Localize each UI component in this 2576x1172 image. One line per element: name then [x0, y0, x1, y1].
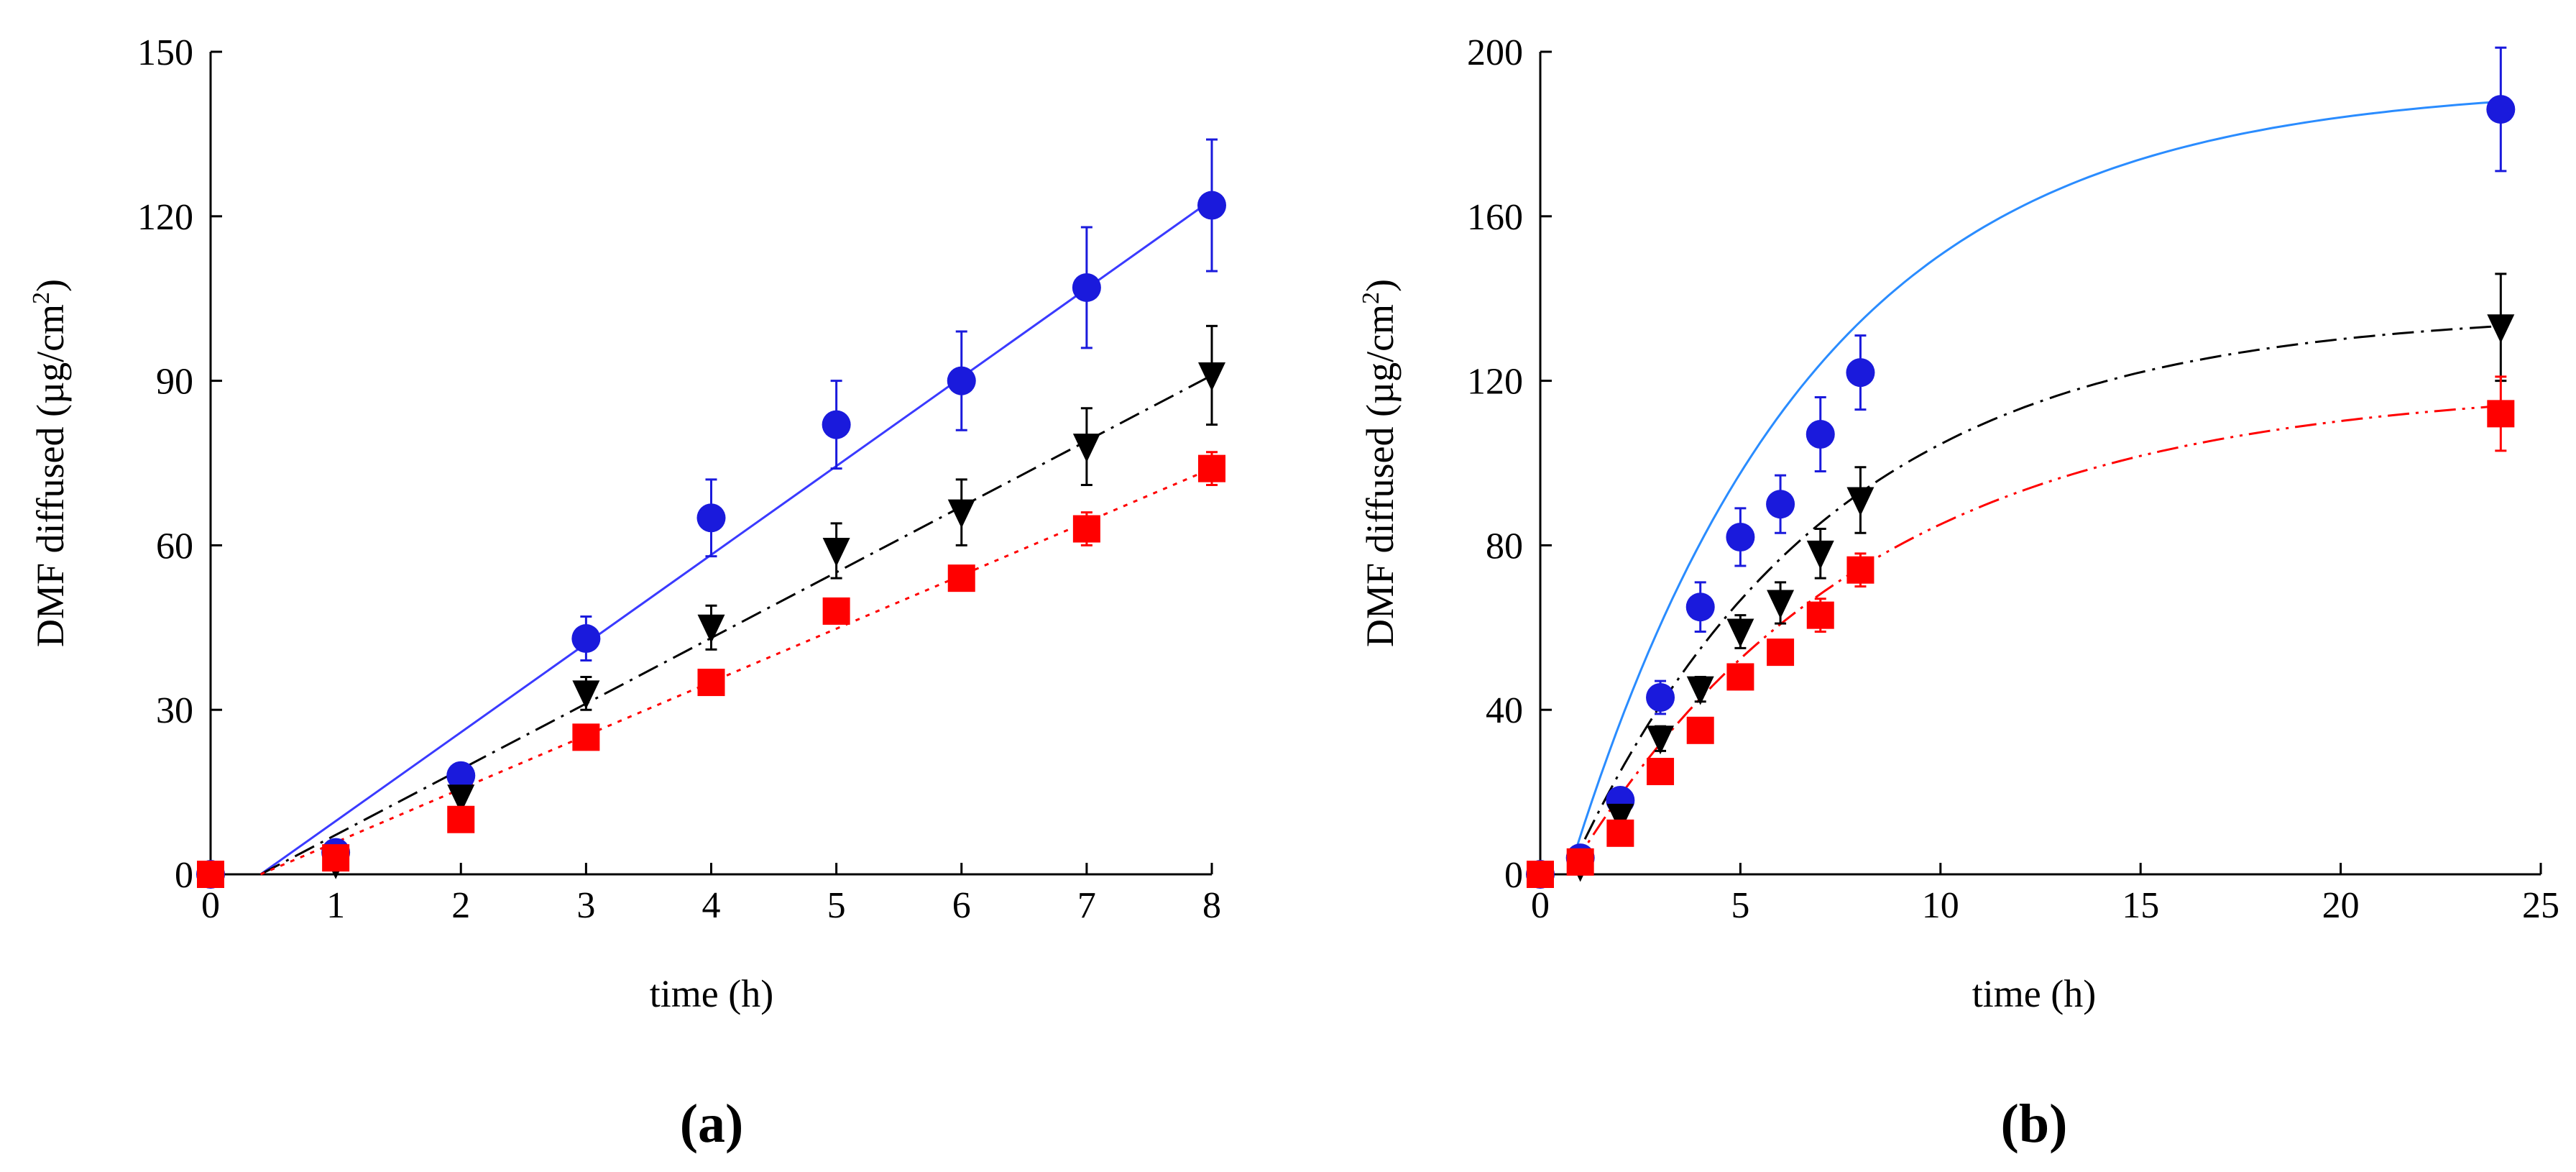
chart-a-ytick-label: 0 — [175, 855, 193, 896]
chart-b-point-squares — [1527, 861, 1554, 888]
chart-a-fit-lines — [259, 198, 1213, 876]
chart-a-point-triangles — [697, 614, 725, 644]
chart-b-ytick-label: 80 — [1486, 526, 1523, 567]
chart-a-point-squares — [947, 564, 975, 592]
chart-a-x-title: time (h) — [650, 972, 773, 1015]
chart-b: 0 5 10 15 20 25 0 40 80 120 160 200 time (h) DMF di… — [1358, 32, 2559, 1154]
chart-a-xtick-label: 1 — [326, 885, 345, 926]
chart-a-ytick-label: 120 — [137, 197, 193, 238]
chart-b-point-squares — [1767, 638, 1795, 667]
chart-a-xtick-label: 3 — [576, 885, 595, 926]
chart-b-point-triangles — [1846, 487, 1874, 516]
chart-a-point-squares — [697, 669, 725, 697]
chart-a-point-squares — [1072, 515, 1100, 543]
chart-b-point-squares — [1566, 848, 1594, 876]
chart-b-fit-circles — [1567, 101, 2497, 875]
chart-a-point-circles — [571, 624, 601, 654]
chart-b-xtick-label: 20 — [2322, 885, 2360, 926]
chart-a-point-squares — [447, 805, 475, 833]
chart-b-panel-label: (b) — [2001, 1094, 2068, 1154]
chart-b-point-squares — [1726, 663, 1754, 691]
chart-b-error-bars — [1574, 46, 2507, 871]
chart-a-xtick-label: 5 — [827, 885, 846, 926]
chart-b-xtick-label: 5 — [1731, 885, 1749, 926]
chart-a-xtick-label: 2 — [451, 885, 470, 926]
chart-a-point-circles — [822, 410, 851, 439]
chart-a-markers — [196, 191, 1226, 889]
chart-b-point-circles — [1846, 358, 1875, 388]
chart-a-xtick-label: 7 — [1077, 885, 1096, 926]
chart-a-point-squares — [1198, 454, 1225, 482]
chart-a-xtick-label: 6 — [952, 885, 971, 926]
chart-b-ytick-label: 0 — [1504, 855, 1523, 896]
chart-a-panel-label: (a) — [680, 1094, 744, 1154]
chart-b-point-squares — [1647, 758, 1675, 785]
chart-a-fit-circles — [259, 198, 1213, 876]
chart-a-point-circles — [696, 503, 726, 533]
chart-a-point-squares — [572, 723, 600, 751]
chart-b-point-circles — [2486, 95, 2516, 124]
chart-a-ytick-label: 90 — [156, 362, 193, 403]
chart-b-ytick-label: 120 — [1467, 362, 1523, 403]
chart-b-point-squares — [1806, 601, 1834, 629]
chart-a-error-bars — [330, 138, 1218, 870]
chart-a-point-circles — [947, 366, 976, 395]
chart-b-fit-lines — [1567, 101, 2497, 875]
chart-a-point-circles — [1197, 191, 1226, 220]
chart-b-point-squares — [1846, 556, 1874, 584]
chart-a-ticks: 0 1 2 3 4 5 6 7 8 0 30 60 90 120 150 — [137, 32, 1221, 926]
chart-b-point-triangles — [1726, 618, 1754, 648]
chart-b-point-squares — [1686, 716, 1714, 744]
chart-b-ytick-label: 200 — [1467, 32, 1523, 73]
chart-a-ytick-label: 60 — [156, 526, 193, 567]
chart-a-point-circles — [446, 761, 476, 790]
chart-b-point-triangles — [1647, 725, 1675, 755]
chart-b-point-triangles — [1806, 540, 1834, 569]
chart-a-ytick-label: 30 — [156, 690, 193, 731]
chart-b-ticks: 0 5 10 15 20 25 0 40 80 120 160 200 — [1467, 32, 2559, 926]
chart-b-xtick-label: 15 — [2122, 885, 2159, 926]
chart-b-ytick-label: 160 — [1467, 197, 1523, 238]
chart-a-point-triangles — [447, 784, 475, 814]
chart-b-point-circles — [1726, 522, 1755, 551]
chart-b-point-triangles — [2487, 314, 2515, 344]
chart-a-point-squares — [197, 861, 224, 888]
chart-b-xtick-label: 0 — [1531, 885, 1550, 926]
chart-b-fit-squares — [1567, 405, 2497, 875]
chart-a-point-squares — [822, 597, 850, 625]
chart-a-point-triangles — [822, 538, 850, 567]
chart-b-point-circles — [1685, 592, 1715, 622]
chart-b-xtick-label: 25 — [2522, 885, 2559, 926]
chart-a-point-triangles — [572, 680, 600, 710]
chart-b-point-squares — [1606, 819, 1634, 847]
chart-a-xtick-label: 0 — [201, 885, 220, 926]
chart-b-markers — [1526, 95, 2516, 889]
chart-a-ytick-label: 150 — [137, 32, 193, 73]
chart-b-point-circles — [1806, 419, 1835, 449]
chart-a-fit-squares — [260, 467, 1213, 876]
chart-b-point-squares — [2487, 400, 2515, 428]
chart-a-point-squares — [322, 844, 350, 872]
chart-a-xtick-label: 4 — [702, 885, 721, 926]
chart-a-xtick-label: 8 — [1202, 885, 1221, 926]
chart-a-point-circles — [1072, 273, 1101, 302]
chart-b-point-circles — [1646, 683, 1675, 713]
chart-b-y-title: DMF diffused (µg/cm2) — [1358, 279, 1402, 647]
chart-b-point-triangles — [1606, 803, 1634, 833]
chart-b-x-title: time (h) — [1972, 972, 2096, 1015]
chart-a-fit-triangles — [259, 374, 1213, 876]
chart-b-xtick-label: 10 — [1922, 885, 1959, 926]
chart-a: 0 1 2 3 4 5 6 7 8 0 30 60 90 120 150 time (h) DMF diff… — [28, 32, 1226, 1154]
chart-a-y-title: DMF diffused (µg/cm2) — [28, 279, 72, 647]
chart-b-point-triangles — [1686, 676, 1714, 705]
chart-b-point-circles — [1766, 490, 1795, 519]
chart-b-point-triangles — [1767, 590, 1795, 619]
chart-a-point-triangles — [947, 499, 975, 528]
chart-a-point-triangles — [1072, 434, 1100, 463]
chart-b-fit-triangles — [1567, 325, 2497, 875]
chart-a-point-triangles — [1198, 362, 1225, 391]
chart-b-ytick-label: 40 — [1486, 690, 1523, 731]
